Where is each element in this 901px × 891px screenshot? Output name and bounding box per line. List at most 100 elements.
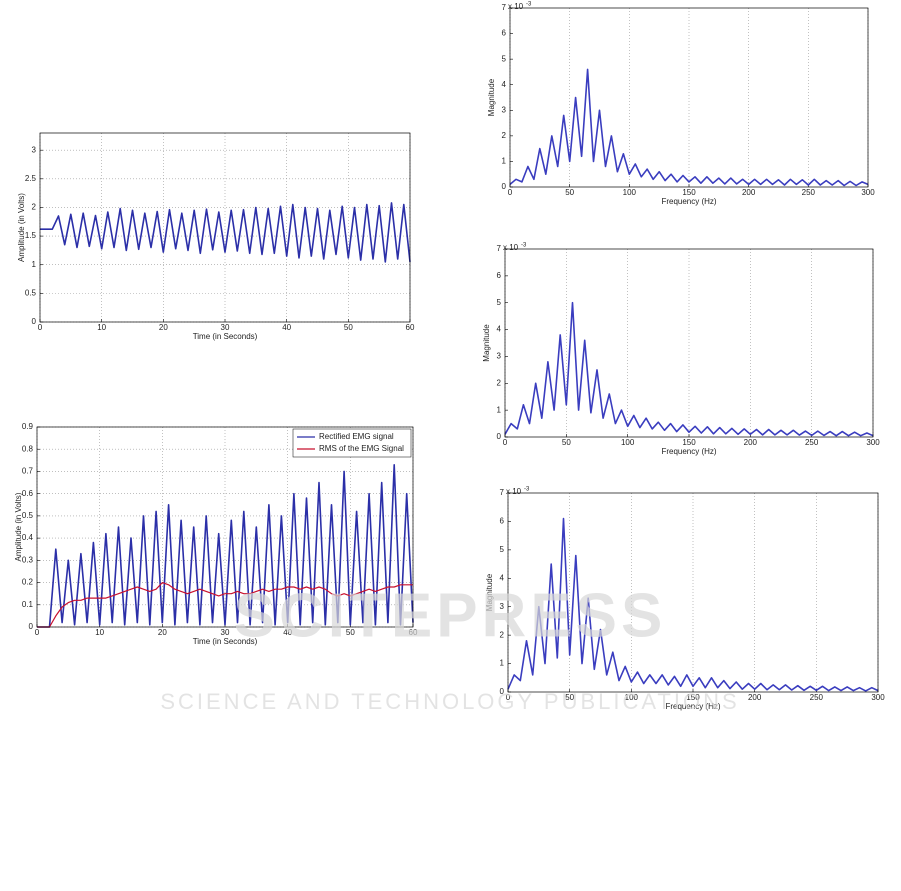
x-tick-label: 10	[97, 323, 106, 332]
x-tick-label: 0	[38, 323, 43, 332]
y-tick-label: 2	[32, 203, 37, 212]
y-tick-label: 0	[29, 622, 34, 631]
signal-line	[509, 68, 869, 187]
x-tick-label: 250	[802, 188, 816, 197]
x-tick-label: 30	[221, 323, 230, 332]
watermark-title: SCITEPRESS	[234, 581, 667, 650]
x-tick-label: 50	[562, 438, 571, 447]
y-tick-label: 2	[497, 378, 502, 387]
x-tick-label: 300	[866, 438, 880, 447]
x-tick-label: 20	[159, 323, 168, 332]
y-tick-label: 4	[502, 80, 507, 89]
y-exponent: -3	[526, 2, 532, 8]
y-tick-label: 1.5	[25, 231, 37, 240]
legend-box	[292, 428, 412, 458]
y-tick-label: 7	[502, 3, 507, 12]
x-tick-label: 100	[625, 693, 639, 702]
signal-line	[504, 301, 874, 437]
y-tick-label: 0.8	[22, 444, 34, 453]
plot-frame	[504, 248, 874, 438]
x-tick-label: 0	[508, 188, 513, 197]
y-exponent: -3	[521, 243, 527, 249]
y-tick-label: 0	[502, 182, 507, 191]
y-multiplier: x 10	[506, 487, 522, 496]
x-tick-label: 200	[744, 438, 758, 447]
x-axis-label: Time (in Seconds)	[193, 332, 258, 341]
signal-line	[37, 582, 413, 628]
y-axis-label: Magnitude	[485, 573, 494, 611]
x-tick-label: 300	[871, 693, 885, 702]
y-axis-label: Magnitude	[487, 78, 496, 116]
legend-label: Rectified EMG signal	[319, 432, 394, 441]
x-tick-label: 50	[346, 628, 355, 637]
y-tick-label: 1	[502, 157, 507, 166]
x-tick-label: 0	[506, 693, 511, 702]
y-tick-label: 0.1	[22, 600, 34, 609]
y-tick-label: 0	[497, 432, 502, 441]
y-tick-label: 0.6	[22, 489, 34, 498]
y-tick-label: 1	[32, 260, 37, 269]
x-axis-label: Time (in Seconds)	[193, 637, 258, 646]
plot-frame	[39, 132, 411, 323]
y-tick-label: 4	[500, 573, 505, 582]
plot-frame	[507, 492, 879, 693]
x-tick-label: 200	[748, 693, 762, 702]
signal-line	[507, 517, 879, 692]
y-tick-label: 0.9	[22, 422, 34, 431]
x-tick-label: 300	[861, 188, 875, 197]
y-axis-label: Amplitude (in Volts)	[14, 492, 23, 561]
x-tick-label: 40	[283, 628, 292, 637]
x-tick-label: 250	[810, 693, 824, 702]
y-multiplier: x 10	[508, 2, 524, 11]
x-tick-label: 150	[686, 693, 700, 702]
y-tick-label: 6	[502, 29, 507, 38]
y-axis-label: Magnitude	[482, 324, 491, 362]
y-tick-label: 0.2	[22, 578, 34, 587]
y-tick-label: 2	[502, 131, 507, 140]
watermark-subtitle: SCIENCE AND TECHNOLOGY PUBLICATIONS	[160, 689, 739, 714]
y-tick-label: 0.5	[25, 288, 37, 297]
y-tick-label: 0.7	[22, 467, 34, 476]
y-tick-label: 3	[500, 602, 505, 611]
y-tick-label: 3	[502, 105, 507, 114]
y-tick-label: 5	[497, 298, 502, 307]
x-tick-label: 50	[344, 323, 353, 332]
legend-label: RMS of the EMG Signal	[319, 444, 404, 453]
y-tick-label: 0.4	[22, 533, 34, 542]
x-tick-label: 60	[406, 323, 415, 332]
y-tick-label: 1	[497, 405, 502, 414]
y-tick-label: 6	[497, 271, 502, 280]
x-tick-label: 250	[805, 438, 819, 447]
y-tick-label: 7	[497, 244, 502, 253]
x-tick-label: 20	[158, 628, 167, 637]
x-tick-label: 100	[621, 438, 635, 447]
x-tick-label: 200	[742, 188, 756, 197]
x-axis-label: Frequency (Hz)	[661, 197, 716, 206]
x-tick-label: 30	[221, 628, 230, 637]
x-tick-label: 50	[565, 188, 574, 197]
y-tick-label: 4	[497, 325, 502, 334]
x-tick-label: 150	[682, 188, 696, 197]
x-tick-label: 40	[282, 323, 291, 332]
plot-frame	[36, 426, 414, 628]
plot-frame	[509, 7, 869, 188]
y-tick-label: 3	[497, 352, 502, 361]
signal-line	[37, 464, 414, 628]
y-tick-label: 3	[32, 145, 37, 154]
x-axis-label: Frequency (Hz)	[661, 447, 716, 456]
y-exponent: -3	[524, 487, 530, 493]
plot-area	[40, 133, 410, 322]
signal-line	[40, 202, 411, 263]
plot-area	[510, 8, 868, 187]
y-tick-label: 6	[500, 517, 505, 526]
y-tick-label: 2.5	[25, 174, 37, 183]
y-tick-label: 2	[500, 630, 505, 639]
y-tick-label: 5	[502, 54, 507, 63]
x-tick-label: 60	[409, 628, 418, 637]
x-tick-label: 50	[565, 693, 574, 702]
y-tick-label: 0	[32, 317, 37, 326]
y-tick-label: 0.3	[22, 555, 34, 564]
y-multiplier: x 10	[503, 243, 519, 252]
y-axis-label: Amplitude (in Volts)	[17, 193, 26, 262]
